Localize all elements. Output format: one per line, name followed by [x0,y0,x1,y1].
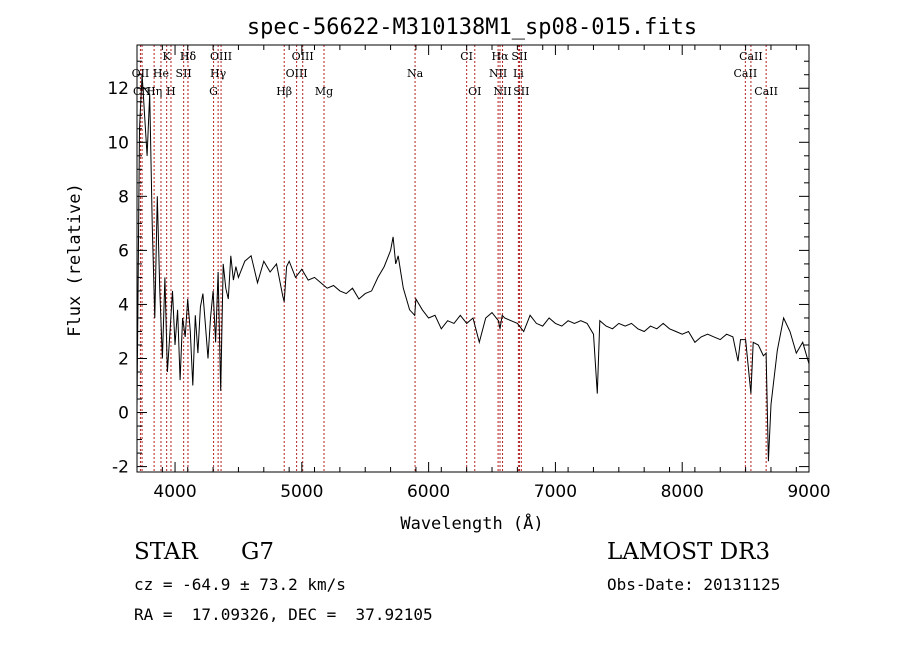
line-label-8: CaII [739,50,763,63]
chart-title: spec-56622-M310138M1_sp08-015.fits [247,15,697,40]
y-tick-label-5: 8 [118,187,129,207]
line-label-3: OIII [210,50,232,63]
y-tick-label-4: 6 [118,241,129,261]
line-label-16: Li [513,67,524,80]
x-tick-label-4: 8000 [661,482,704,502]
object-class: STAR [134,539,198,565]
line-label-20: H [166,85,176,98]
line-label-15: NII [489,67,507,80]
y-tick-label-3: 4 [118,295,129,315]
line-label-4: OIII [292,50,314,63]
line-label-24: OI [468,85,481,98]
line-label-13: OIII [286,67,308,80]
line-label-26: SII [513,85,529,98]
plot-frame [136,44,810,473]
line-label-11: SII [176,67,192,80]
x-tick-label-2: 6000 [407,482,450,502]
line-label-1: K [163,50,172,63]
line-label-25: NII [493,85,511,98]
survey-name: LAMOST DR3 [607,539,771,565]
y-axis-label: Flux (relative) [65,183,85,337]
line-label-14: Na [407,67,424,80]
redshift-readout: cz = -64.9 ± 73.2 km/s [134,575,346,594]
line-label-21: G [209,85,218,98]
y-tick-label-0: -2 [112,458,129,478]
x-tick-label-3: 7000 [534,482,577,502]
object-subclass: G7 [241,539,275,565]
y-tick-label-2: 2 [118,349,129,369]
line-label-27: CaII [754,85,778,98]
x-axis: 4000 5000 6000 7000 8000 9000 [136,45,831,502]
line-label-7: SII [511,50,527,63]
x-axis-label: Wavelength (Å) [400,512,543,534]
line-label-22: Hβ [276,85,292,98]
line-label-5: CI [460,50,473,63]
line-marker-layer [139,45,767,472]
y-tick-label-7: 12 [107,79,129,99]
line-label-9: OII [132,67,150,80]
line-label-17: CaII [734,67,758,80]
spectrum-series-line [136,74,810,462]
line-label-0: Hδ [180,50,197,63]
obs-date-readout: Obs-Date: 20131125 [607,575,781,594]
coordinates-readout: RA = 17.09326, DEC = 37.92105 [134,605,433,624]
line-label-10: He [153,67,169,80]
x-tick-label-0: 4000 [153,482,196,502]
x-tick-label-5: 9000 [787,482,830,502]
line-label-6: Hα [491,50,509,63]
line-label-23: Mg [315,85,333,98]
line-label-12: Hγ [210,67,227,80]
y-axis: -2 0 2 4 6 8 10 12 [107,60,809,478]
x-tick-label-1: 5000 [280,482,323,502]
y-tick-label-1: 0 [118,404,129,424]
line-label-19: Hη [146,85,162,98]
line-label-2: Hδ [180,50,197,63]
y-tick-label-6: 10 [107,133,129,153]
